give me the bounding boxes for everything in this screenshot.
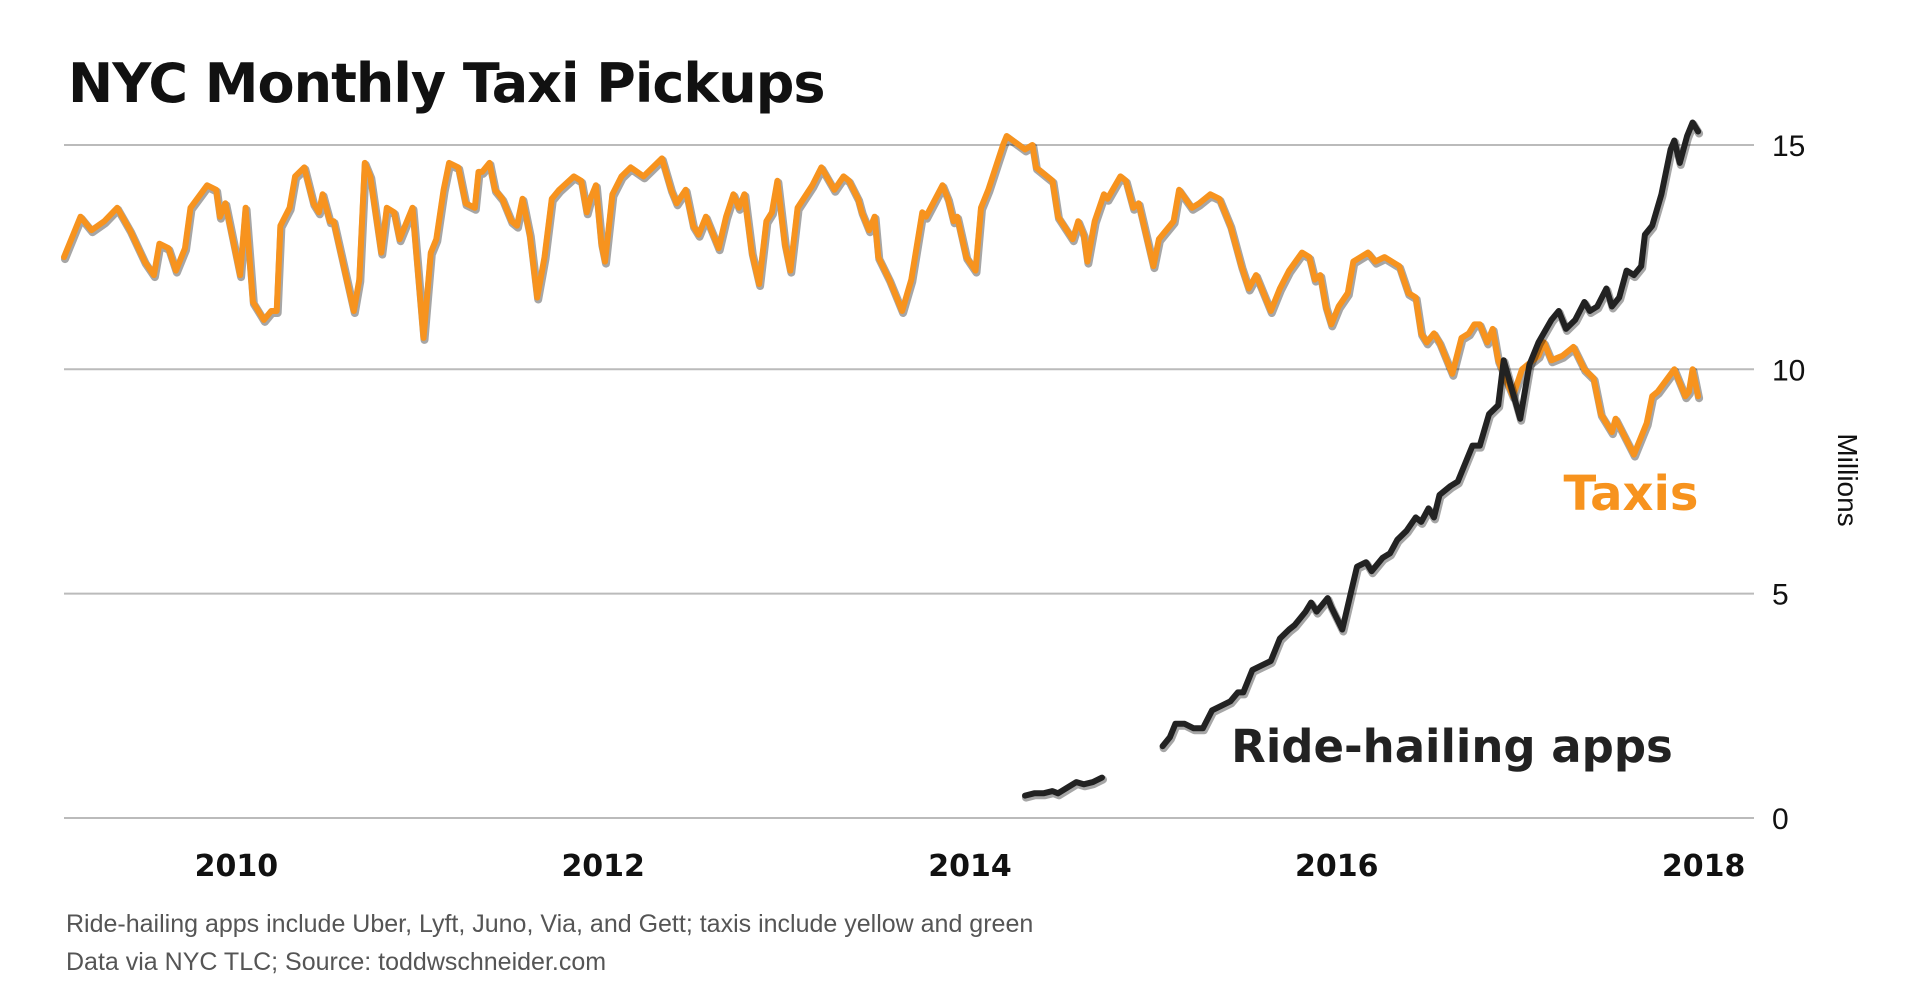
- footnote-source: Data via NYC TLC; Source: toddwschneider…: [66, 948, 607, 976]
- taxis-series-label: Taxis: [1564, 466, 1699, 522]
- ride-hailing-line: [1022, 774, 1105, 799]
- footnote-apps: Ride-hailing apps include Uber, Lyft, Ju…: [66, 910, 1034, 938]
- y-tick-label: 10: [1772, 354, 1805, 387]
- x-tick-label: 2016: [1295, 849, 1379, 884]
- x-tick-label: 2018: [1662, 849, 1746, 884]
- chart-title: NYC Monthly Taxi Pickups: [68, 52, 826, 115]
- x-tick-label: 2014: [928, 849, 1012, 884]
- ride-hailing-series-label: Ride-hailing apps: [1231, 720, 1673, 773]
- x-tick-label: 2010: [195, 849, 279, 884]
- x-tick-label: 2012: [561, 849, 645, 884]
- y-tick-label: 15: [1772, 130, 1805, 163]
- y-tick-label: 0: [1772, 803, 1789, 836]
- ride-hailing-line-shadow: [1159, 120, 1704, 753]
- ride-hailing-line: [1159, 119, 1702, 750]
- y-axis-label: Millions: [1832, 433, 1863, 526]
- y-tick-label: 5: [1772, 579, 1789, 612]
- taxis-line: [61, 133, 1702, 458]
